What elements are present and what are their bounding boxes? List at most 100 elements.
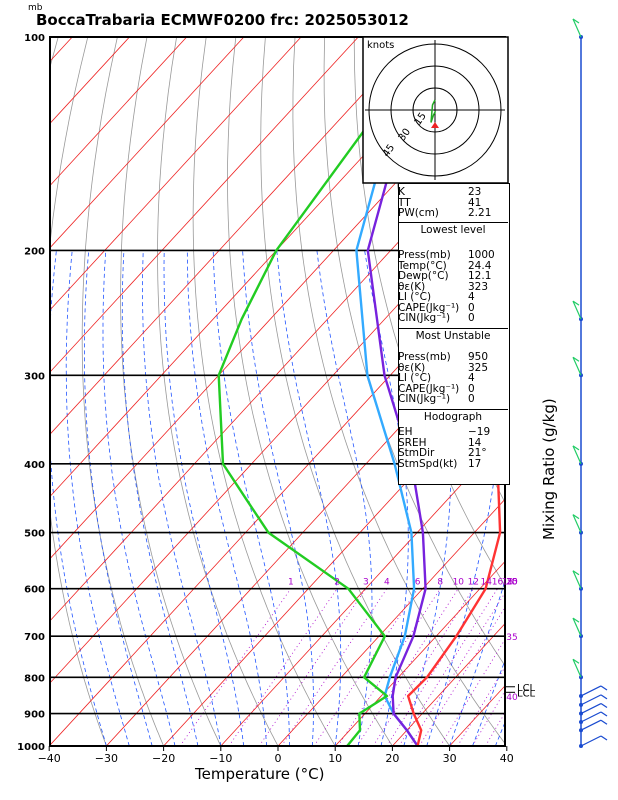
unstable-index-row: θε(K) 325 [398, 361, 508, 374]
wind-barb-flag [572, 300, 580, 306]
mixing-ratio-line [281, 588, 388, 746]
lowest-index-value: 24.4 [468, 259, 492, 272]
hodo-index-label: EH [398, 426, 413, 438]
y-tick-label: 700 [24, 632, 45, 643]
index-value: 23 [468, 186, 482, 198]
isotherm [334, 560, 505, 746]
dry-adiabat [591, 37, 618, 746]
dry-adiabat [50, 37, 107, 746]
dry-adiabat [192, 37, 336, 746]
lowest-level-rows: Press(mb) 1000 Temp(°C) 24.4 Dewp(°C) 12.1 θε(… [398, 250, 508, 324]
mixing-ratio-tick-label: 14 [480, 578, 492, 588]
mixing-ratio-tick-label: 8 [437, 578, 443, 588]
lowest-index-row: θε(K) 323 [398, 280, 508, 293]
wind-barb-staff [572, 357, 582, 376]
dry-adiabat [227, 37, 393, 746]
lcl-label: LCL [517, 688, 536, 699]
isotherm [220, 436, 505, 746]
wind-barb-staff [580, 735, 602, 747]
hodograph-trace [430, 99, 437, 123]
wind-barb-flag [572, 514, 580, 520]
lowest-index-label: Dewp(°C) [398, 270, 449, 282]
y-tick-label: 800 [24, 673, 45, 684]
lowest-index-value: 12.1 [468, 270, 492, 282]
x-tick-label: 10 [328, 752, 342, 765]
hodo-index-value: 21° [468, 447, 487, 459]
wind-barb-staff [572, 300, 582, 320]
mixing-ratio-line [356, 588, 459, 746]
hodo-index-row: SREH 14 [398, 437, 508, 449]
x-tick-label: 0 [275, 752, 282, 765]
dry-adiabat [157, 37, 279, 746]
mixing-ratio-line [337, 588, 441, 746]
lowest-index-label: Press(mb) [398, 249, 451, 261]
lcl-label: LCL [517, 683, 536, 694]
wind-barb-flag [572, 18, 580, 24]
index-label: PW(cm) [398, 207, 439, 219]
unstable-index-value: 0 [468, 393, 475, 405]
unstable-index-label: LI (°C) [398, 372, 432, 384]
unstable-index-row: CIN(Jkg⁻¹) 0 [398, 394, 508, 405]
pressure-unit-label: mb [28, 3, 43, 13]
hodo-index-label: StmDir [398, 447, 435, 459]
unstable-index-row: LI (°C) 4 [398, 373, 508, 384]
isotherm [392, 623, 505, 746]
mixing-ratio-tick-label: 1 [288, 578, 294, 588]
wind-barb-flag [600, 735, 608, 741]
moist-adiabat [65, 250, 130, 746]
y-tick-label: 600 [24, 585, 45, 596]
lowest-index-label: LI (°C) [398, 291, 432, 303]
mixing-ratio-label: Mixing Ratio (g/kg) [540, 398, 558, 540]
dewpoint-line [217, 37, 434, 746]
moist-adiabat [50, 250, 107, 746]
dry-adiabat [353, 37, 505, 587]
hodo-index-label: StmSpd(kt) [398, 457, 458, 470]
x-tick-label: −20 [152, 752, 175, 765]
index-row: TT 41 [398, 196, 508, 209]
isotherm [106, 312, 505, 746]
lowest-index-value: 323 [468, 280, 489, 293]
lowest-index-row: Dewp(°C) 12.1 [398, 271, 508, 282]
lowest-index-row: CAPE(Jkg⁻¹) 0 [398, 302, 508, 314]
unstable-index-value: 4 [468, 372, 475, 384]
index-row: PW(cm) 2.21 [398, 208, 508, 219]
hodograph-box: Hodograph [398, 409, 508, 424]
index-row: K 23 [398, 187, 508, 198]
unstable-index-label: θε(K) [398, 361, 426, 374]
wind-barb-staff [580, 711, 602, 723]
hodograph-unit-label: knots [367, 40, 394, 51]
mixing-ratio-tick-label: 3 [363, 578, 369, 588]
hodo-index-row: StmSpd(kt) 17 [398, 457, 508, 470]
moist-adiabat [186, 250, 267, 746]
dry-adiabat [81, 37, 164, 746]
lowest-index-value: 1000 [468, 249, 495, 261]
wind-barb-flag [600, 719, 608, 725]
wind-barb-staff [580, 694, 602, 706]
y-tick-label: 1000 [17, 742, 45, 753]
index-label: TT [398, 196, 411, 209]
lowest-index-label: Temp(°C) [398, 259, 447, 272]
x-tick-label: −30 [95, 752, 118, 765]
mixing-ratio-line [439, 638, 505, 746]
hodograph-title: Hodograph [423, 411, 483, 423]
lowest-index-row: Press(mb) 1000 [398, 250, 508, 261]
unstable-index-label: Press(mb) [398, 351, 451, 363]
unstable-title: Most Unstable [415, 330, 491, 342]
moist-adiabat [142, 250, 222, 746]
mixing-ratio-tick-label: 12 [468, 578, 479, 588]
y-tick-label: 400 [24, 460, 45, 471]
dry-adiabat [532, 37, 618, 746]
wind-barb-flag [600, 685, 608, 691]
mixing-ratio-line [485, 711, 505, 746]
mixing-ratio-tick-label: 16 [492, 578, 504, 588]
wind-barb-flag [572, 570, 580, 576]
hodo-index-value: 17 [468, 457, 482, 470]
x-tick-label: 40 [500, 752, 514, 765]
indices-top: K 23 TT 41 PW(cm) 2.21 [398, 187, 508, 219]
isotherm [50, 37, 302, 311]
dry-adiabat [120, 37, 222, 746]
storm-motion-marker [431, 122, 439, 128]
wind-barb-staff [580, 703, 602, 715]
isotherm [50, 37, 359, 373]
